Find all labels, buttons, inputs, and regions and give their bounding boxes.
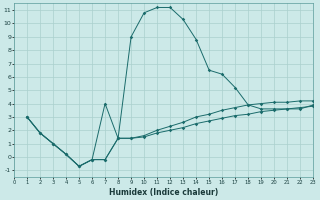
X-axis label: Humidex (Indice chaleur): Humidex (Indice chaleur) xyxy=(109,188,218,197)
